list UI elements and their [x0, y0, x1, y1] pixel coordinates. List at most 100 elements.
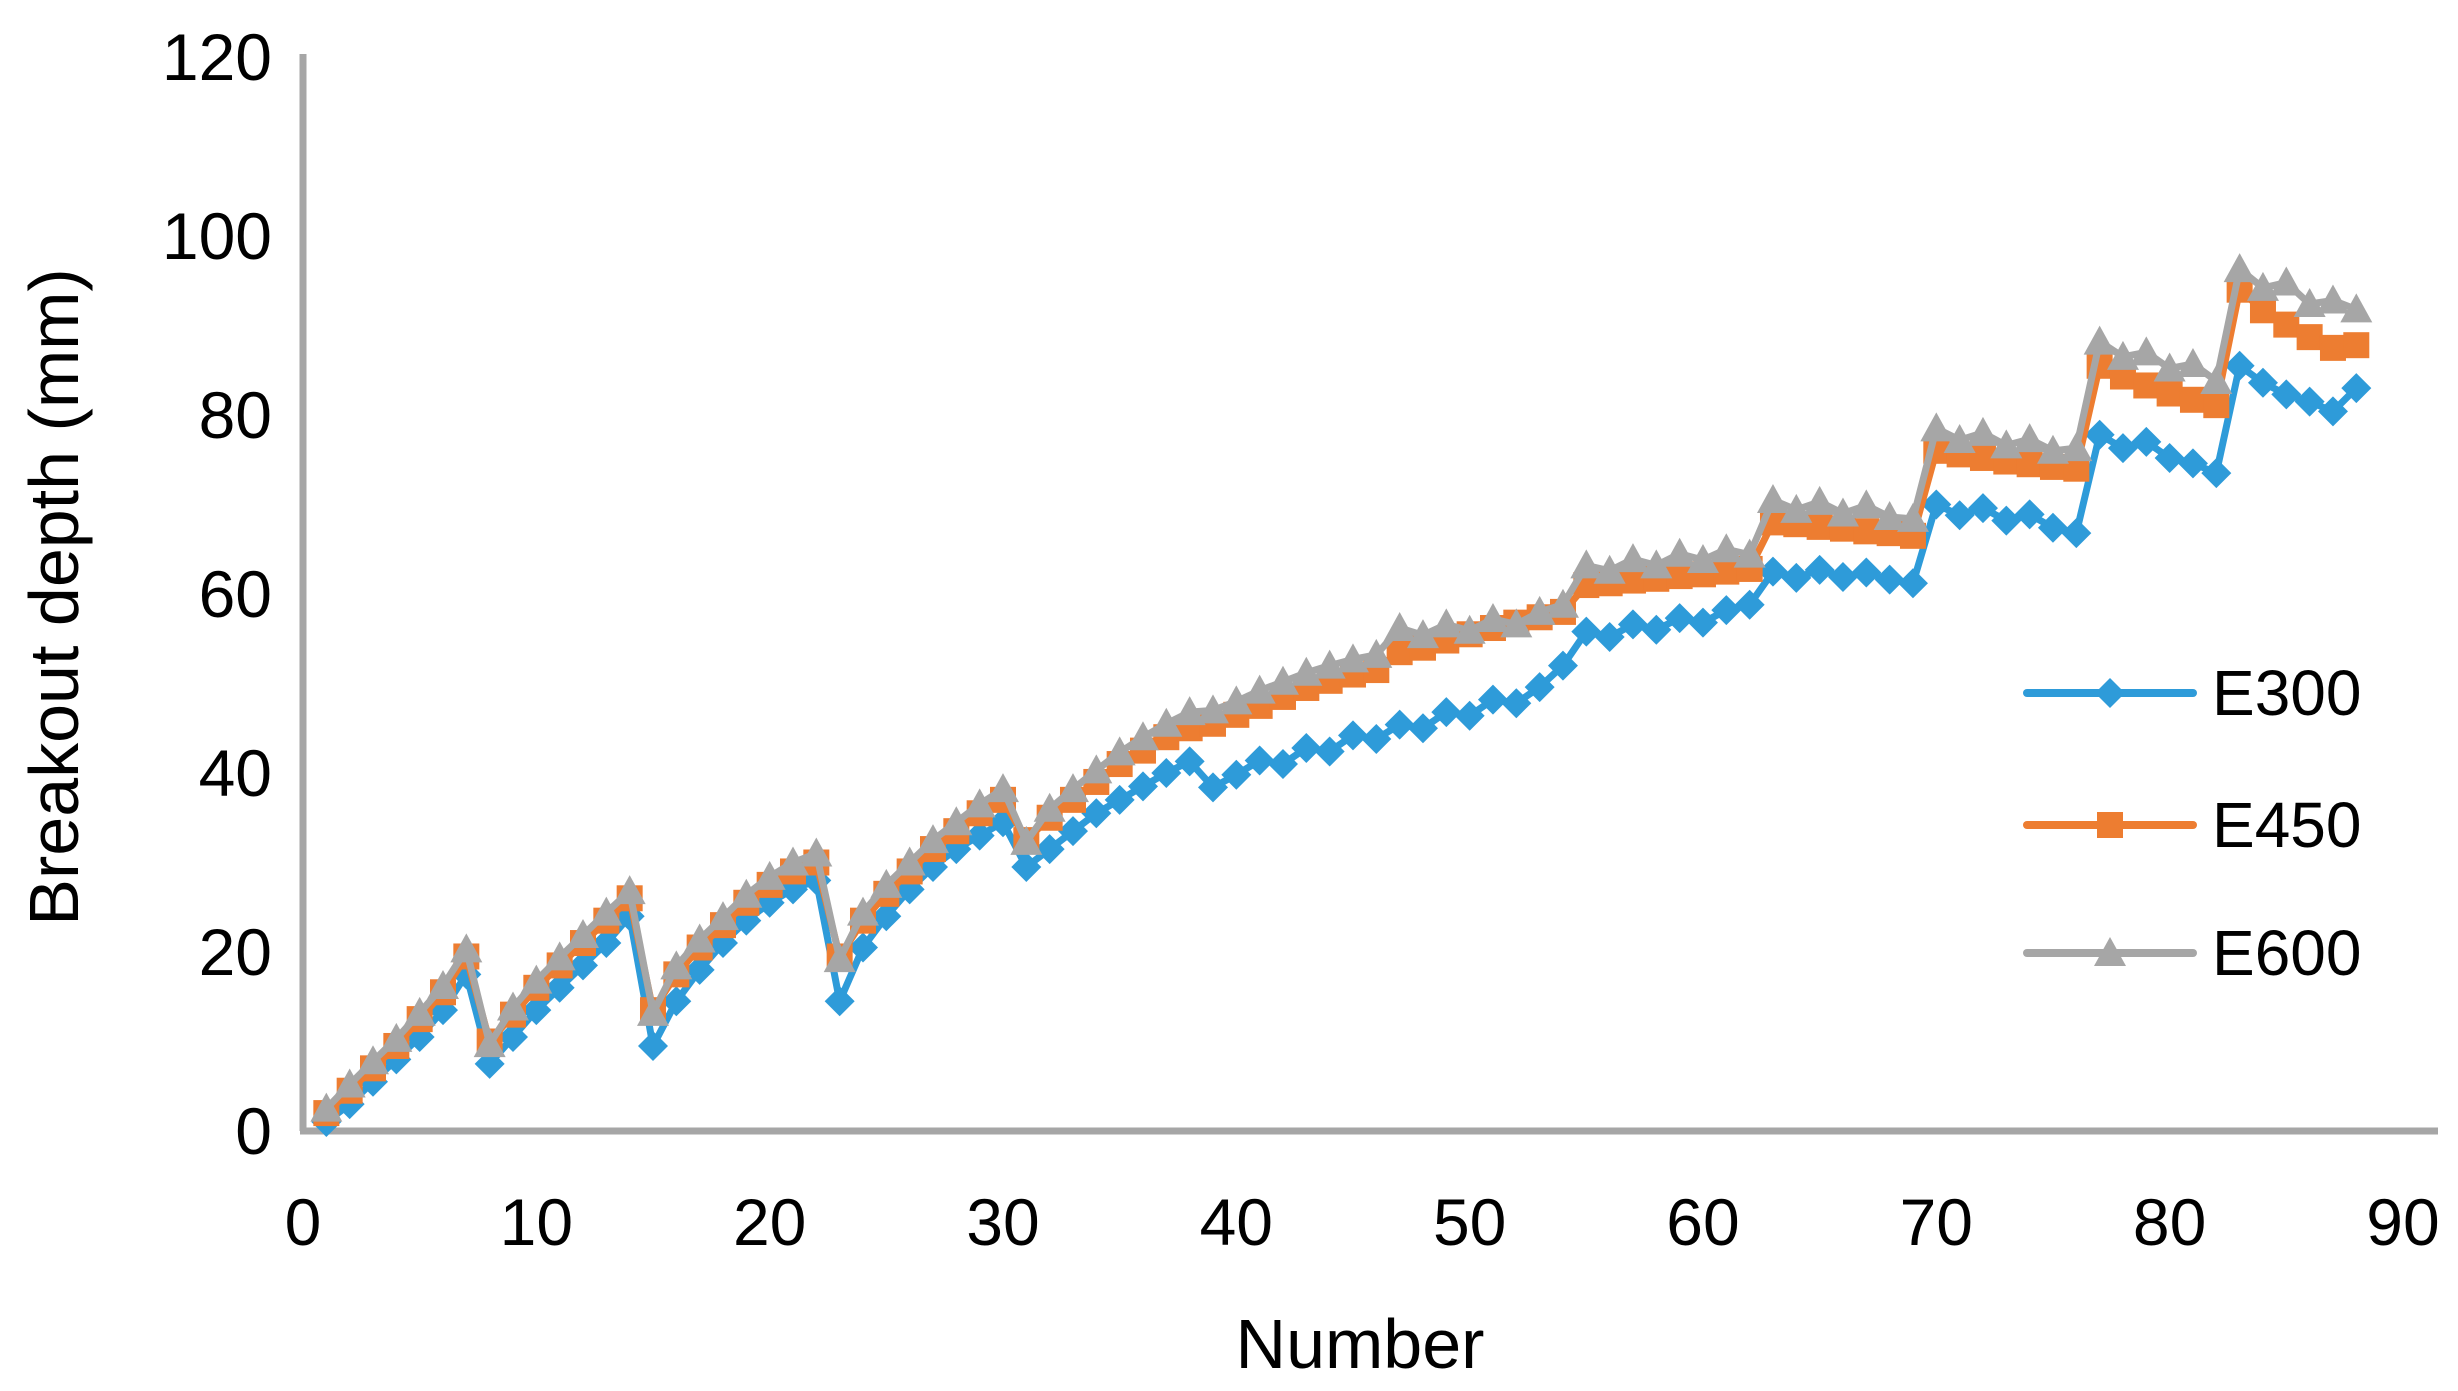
diamond-marker — [1197, 772, 1228, 803]
triangle-marker — [1243, 674, 1276, 704]
diamond-marker — [1057, 816, 1088, 847]
diamond-marker — [1571, 616, 1602, 647]
diamond-marker — [1337, 720, 1368, 751]
triangle-marker — [2246, 271, 2279, 301]
diamond-marker — [1781, 562, 1812, 593]
diamond-marker — [2201, 458, 2232, 489]
diamond-marker — [1291, 732, 1322, 763]
triangle-marker — [1266, 665, 1299, 695]
diamond-marker — [1944, 500, 1975, 531]
diamond-marker — [1361, 723, 1392, 754]
triangle-marker — [963, 788, 996, 818]
diamond-marker — [1011, 851, 1042, 882]
triangle-marker — [1920, 412, 1953, 442]
triangle-marker — [1756, 484, 1789, 514]
triangle-marker — [1383, 612, 1416, 642]
diamond-marker — [847, 932, 878, 963]
diamond-marker — [1897, 568, 1928, 599]
x-tick-label: 30 — [966, 1185, 1039, 1259]
legend-label-e600: E600 — [2212, 917, 2361, 989]
triangle-marker — [1663, 537, 1696, 567]
diamond-marker — [1734, 589, 1765, 620]
square-marker — [2133, 372, 2160, 399]
diamond-marker — [2095, 678, 2125, 708]
triangle-marker — [2083, 325, 2116, 355]
diamond-marker — [1524, 672, 1555, 703]
y-tick-label: 0 — [235, 1094, 272, 1168]
series-layer — [310, 253, 2373, 1138]
triangle-marker — [1173, 696, 1206, 726]
triangle-marker — [1336, 643, 1369, 673]
diamond-marker — [2177, 448, 2208, 479]
diamond-marker — [1034, 834, 1065, 865]
diamond-marker — [1454, 700, 1485, 731]
diamond-marker — [1991, 505, 2022, 536]
legend-swatch-e450 — [2023, 812, 2197, 838]
square-marker — [2179, 386, 2206, 413]
triangle-marker — [1220, 685, 1253, 715]
triangle-marker — [916, 824, 949, 854]
triangle-marker — [2223, 253, 2256, 283]
diamond-marker — [1641, 614, 1672, 645]
triangle-marker — [613, 875, 646, 905]
triangle-marker — [2094, 937, 2126, 966]
triangle-marker — [1430, 608, 1463, 638]
triangle-marker — [986, 773, 1019, 803]
triangle-marker — [636, 996, 669, 1026]
diamond-marker — [1174, 746, 1205, 777]
square-marker — [2156, 380, 2183, 407]
triangle-marker — [2293, 288, 2326, 318]
diamond-marker — [1267, 749, 1298, 780]
square-marker — [2097, 812, 2123, 838]
triangle-marker — [1126, 721, 1159, 751]
diamond-marker — [871, 901, 902, 932]
diamond-marker — [1104, 784, 1135, 815]
triangle-marker — [1406, 619, 1439, 649]
diamond-marker — [1314, 736, 1345, 767]
triangle-marker — [356, 1045, 389, 1075]
series-line-e600 — [322, 265, 2360, 1113]
triangle-marker — [1080, 754, 1113, 784]
triangle-marker — [590, 896, 623, 926]
triangle-marker — [1453, 614, 1486, 644]
triangle-marker — [520, 964, 553, 994]
x-tick-label: 50 — [1433, 1185, 1506, 1259]
square-marker — [1386, 639, 1413, 666]
square-marker — [2249, 297, 2276, 324]
diamond-marker — [521, 995, 552, 1026]
diamond-marker — [1127, 771, 1158, 802]
x-tick-label: 40 — [1200, 1185, 1273, 1259]
triangle-marker — [543, 941, 576, 971]
triangle-marker — [1826, 497, 1859, 527]
diamond-marker — [1617, 609, 1648, 640]
triangle-marker — [1570, 549, 1603, 579]
x-axis-title: Number — [1236, 1305, 1485, 1383]
diamond-marker — [1221, 759, 1252, 790]
triangle-marker — [1010, 825, 1043, 855]
diamond-marker — [2317, 396, 2348, 427]
series-e450 — [313, 276, 2370, 1127]
diamond-marker — [964, 820, 995, 851]
triangle-marker — [1686, 543, 1719, 573]
diamond-marker — [1921, 489, 1952, 520]
diamond-marker — [1594, 621, 1625, 652]
x-tick-label: 70 — [1900, 1185, 1973, 1259]
diamond-marker — [824, 986, 855, 1017]
diamond-marker — [2037, 512, 2068, 543]
diamond-marker — [1664, 603, 1695, 634]
diamond-marker — [2061, 518, 2092, 549]
diamond-marker — [1477, 684, 1508, 715]
diamond-marker — [1547, 650, 1578, 681]
square-marker — [2016, 451, 2043, 478]
diamond-marker — [1851, 557, 1882, 588]
diamond-marker — [1501, 688, 1532, 719]
triangle-marker — [2130, 336, 2163, 366]
triangle-marker — [1873, 501, 1906, 531]
diamond-marker — [2131, 426, 2162, 457]
triangle-marker — [1966, 416, 1999, 446]
diamond-marker — [2247, 367, 2278, 398]
triangle-marker — [2013, 423, 2046, 453]
triangle-marker — [823, 943, 856, 973]
